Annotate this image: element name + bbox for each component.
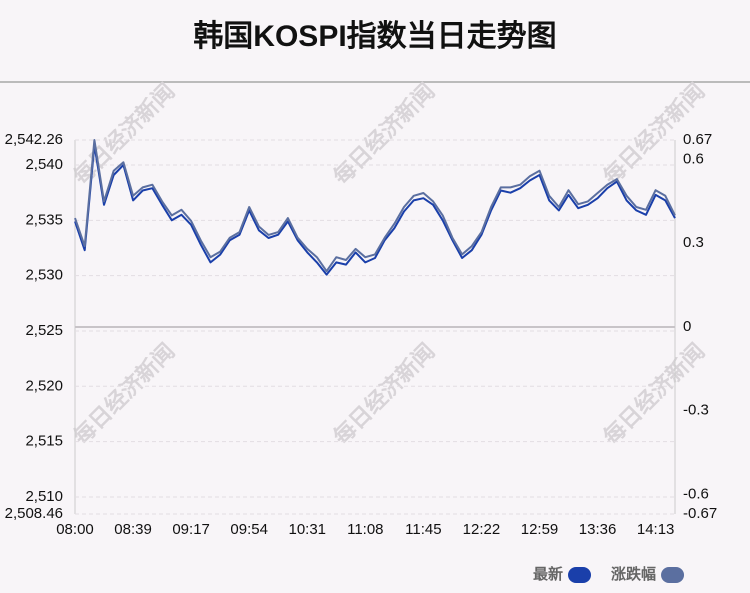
y2-tick-label: 0.67 xyxy=(683,131,712,148)
y2-tick-label: -0.6 xyxy=(683,485,709,502)
legend-label: 最新 xyxy=(533,565,563,583)
y2-tick-label: -0.3 xyxy=(683,402,709,419)
watermark: 每日经济新闻 xyxy=(598,338,710,450)
y-tick-label: 2,515 xyxy=(25,433,63,450)
watermark: 每日经济新闻 xyxy=(328,338,440,450)
y-tick-label: 2,542.26 xyxy=(5,131,63,148)
y-tick-label: 2,508.46 xyxy=(5,505,63,522)
y-tick-label: 2,535 xyxy=(25,211,63,228)
price-line xyxy=(74,144,676,276)
x-tick-label: 08:00 xyxy=(56,521,94,538)
y2-tick-label: -0.67 xyxy=(683,505,717,522)
x-tick-label: 12:59 xyxy=(521,521,559,538)
x-tick-label: 11:08 xyxy=(347,521,383,538)
x-tick-label: 13:36 xyxy=(579,521,617,538)
y-tick-label: 2,520 xyxy=(25,377,63,394)
y-tick-label: 2,530 xyxy=(25,267,63,284)
chart-title: 韩国KOSPI指数当日走势图 xyxy=(193,20,556,53)
y-tick-label: 2,525 xyxy=(25,322,63,339)
price-line xyxy=(74,139,676,273)
watermark: 每日经济新闻 xyxy=(68,78,180,190)
legend-label: 涨跌幅 xyxy=(611,565,656,583)
x-tick-label: 09:17 xyxy=(172,521,210,538)
legend-swatch xyxy=(568,567,592,583)
y-tick-label: 2,510 xyxy=(25,488,63,505)
legend-swatch xyxy=(661,567,685,583)
watermark: 每日经济新闻 xyxy=(68,338,180,450)
x-tick-label: 14:13 xyxy=(637,521,675,538)
x-tick-label: 08:39 xyxy=(114,521,152,538)
x-tick-label: 11:45 xyxy=(405,521,441,538)
y2-tick-label: 0.6 xyxy=(683,151,704,168)
x-tick-label: 09:54 xyxy=(230,521,268,538)
y2-tick-label: 0 xyxy=(683,318,691,335)
watermark: 每日经济新闻 xyxy=(328,78,440,190)
y2-tick-label: 0.3 xyxy=(683,234,704,251)
x-tick-label: 10:31 xyxy=(288,521,326,538)
y-tick-label: 2,540 xyxy=(25,156,63,173)
x-tick-label: 12:22 xyxy=(463,521,501,538)
